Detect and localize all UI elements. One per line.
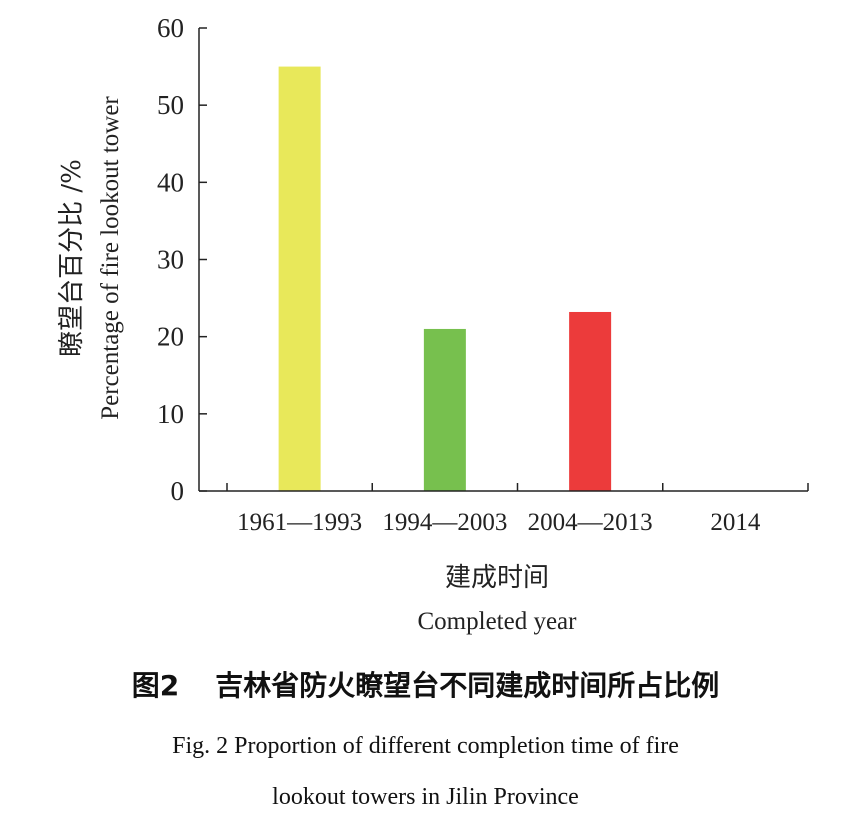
x-tick-label: 1961—1993 — [237, 509, 362, 536]
bars-group — [278, 66, 612, 491]
bar-1 — [423, 328, 466, 491]
y-axis-label-zh: 瞭望台百分比 /% — [57, 159, 87, 357]
x-tick-label: 1994—2003 — [382, 509, 507, 536]
y-tick-labels: 0 10 20 30 40 50 60 — [157, 13, 184, 506]
figure-caption-en-line2: lookout towers in Jilin Province — [272, 784, 579, 810]
y-tick-label: 60 — [157, 13, 184, 43]
y-tick-label: 40 — [157, 167, 184, 197]
bar-0 — [278, 66, 321, 491]
figure-title-zh: 吉林省防火瞭望台不同建成时间所占比例 — [215, 669, 720, 702]
figure-number: 图2 — [131, 669, 180, 702]
x-tick-label: 2014 — [710, 509, 761, 536]
y-tick-label: 10 — [157, 399, 184, 429]
y-axis-label-en: Percentage of fire lookout tower — [97, 96, 124, 420]
figure-caption-en-line1: Fig. 2 Proportion of different completio… — [172, 733, 679, 759]
bar-2 — [569, 311, 612, 491]
y-tick-label: 0 — [171, 476, 185, 506]
x-tick-labels: 1961—1993 1994—2003 2004—2013 2014 — [237, 509, 761, 536]
y-tick-label: 20 — [157, 322, 184, 352]
y-tick-label: 50 — [157, 90, 184, 120]
figure-caption-zh: 图2 吉林省防火瞭望台不同建成时间所占比例 — [0, 664, 851, 704]
x-axis-label-zh: 建成时间 — [445, 563, 549, 593]
bar-chart: 0 10 20 30 40 50 60 1961—1993 1994—2003 2004—201… — [57, 13, 809, 635]
axes-group — [198, 27, 809, 492]
x-tick-label: 2004—2013 — [528, 509, 653, 536]
y-tick-label: 30 — [157, 245, 184, 275]
x-axis-label-en: Completed year — [418, 608, 578, 635]
